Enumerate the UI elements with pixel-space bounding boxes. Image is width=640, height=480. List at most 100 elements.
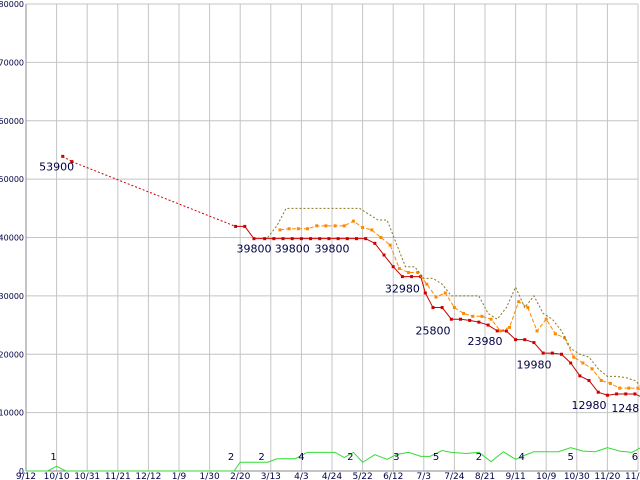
y-tick-labels: 0 10000 20000 30000 40000 50000 60000 70000 8000…	[0, 0, 24, 476]
data-point	[296, 227, 300, 231]
y-tick-label: 70000	[0, 58, 24, 67]
data-point	[410, 275, 414, 279]
count-label: 4	[298, 452, 304, 463]
data-point	[486, 323, 490, 327]
x-tick-label: 11/21	[105, 472, 131, 480]
x-tick-label: 7/3	[417, 472, 431, 480]
data-point	[416, 271, 420, 275]
series-2	[278, 219, 640, 391]
x-tick-label: 4/3	[294, 472, 308, 480]
data-point	[263, 237, 267, 241]
x-tick-label: 11/20	[594, 472, 620, 480]
x-tick-label: 5/22	[352, 472, 372, 480]
data-point	[318, 237, 322, 241]
price-label: 25800	[415, 324, 450, 337]
data-point	[281, 237, 285, 241]
data-point	[287, 227, 291, 231]
count-label: 5	[433, 452, 439, 463]
x-tick-label: 10/31	[74, 472, 100, 480]
data-point	[618, 386, 622, 390]
data-point	[440, 306, 444, 310]
series-line	[279, 220, 640, 391]
y-tick-label: 80000	[0, 0, 24, 9]
price-label: 12480	[611, 402, 640, 415]
y-tick-label: 30000	[0, 292, 24, 301]
data-point	[309, 237, 313, 241]
data-point	[272, 237, 276, 241]
data-point	[578, 374, 582, 378]
price-label: 39800	[315, 243, 350, 256]
x-tick-label: 4/24	[322, 472, 342, 480]
data-point	[489, 317, 493, 321]
x-tick-label: 6/12	[383, 472, 403, 480]
price-label: 19980	[516, 358, 551, 371]
data-point	[532, 341, 536, 345]
data-point	[553, 332, 557, 336]
data-point	[234, 224, 238, 228]
count-label: 4	[519, 452, 525, 463]
data-point	[278, 228, 282, 232]
data-point	[477, 320, 481, 324]
data-point	[324, 224, 328, 228]
data-point	[391, 265, 395, 269]
data-point	[342, 224, 346, 228]
x-tick-labels: 9/12 10/10 10/31 11/21 12/12 1/9 1/30 2/20 3/13 4…	[16, 472, 640, 480]
data-point	[633, 392, 637, 396]
data-point	[544, 317, 548, 321]
data-point	[306, 227, 310, 231]
data-point	[388, 243, 392, 247]
data-point	[535, 329, 539, 333]
y-tick-label: 40000	[0, 234, 24, 243]
count-label: 2	[258, 452, 264, 463]
data-point	[615, 392, 619, 396]
data-point	[563, 336, 567, 340]
series-4	[26, 447, 640, 472]
data-point	[462, 311, 466, 315]
x-tick-label: 1/9	[172, 472, 187, 480]
data-point	[397, 266, 401, 270]
x-tick-label: 10/10	[44, 472, 70, 480]
price-label: 53900	[39, 160, 74, 173]
data-point	[449, 317, 453, 321]
price-label: 39800	[275, 243, 310, 256]
data-point	[423, 291, 427, 295]
data-point	[596, 390, 600, 394]
x-tick-label: 10/30	[564, 472, 590, 480]
data-point	[373, 241, 377, 245]
count-label: 6	[632, 452, 638, 463]
x-tick-label: 2/20	[230, 472, 250, 480]
x-tick-label: 3/13	[261, 472, 281, 480]
data-point	[569, 361, 573, 365]
x-tick-label: 12/12	[135, 472, 161, 480]
series-line-projected	[62, 155, 73, 163]
count-label: 2	[228, 452, 234, 463]
data-point	[624, 392, 628, 396]
data-point	[627, 386, 631, 390]
data-point	[434, 295, 438, 299]
data-point	[523, 338, 527, 342]
series-line	[26, 447, 640, 472]
data-point	[382, 253, 386, 257]
data-point	[605, 393, 609, 397]
data-point	[581, 361, 585, 365]
data-point	[599, 379, 603, 383]
series-group	[26, 154, 640, 472]
data-point	[333, 224, 337, 228]
series-line	[235, 225, 640, 397]
data-point	[354, 237, 358, 241]
x-tick-label: 9/12	[16, 472, 36, 480]
price-label: 12980	[572, 399, 607, 412]
data-point	[514, 338, 518, 342]
data-point	[471, 314, 475, 318]
grid-lines	[25, 3, 639, 472]
price-label: 32980	[385, 282, 420, 295]
data-point	[243, 224, 247, 228]
data-point	[504, 329, 508, 333]
data-point	[431, 306, 435, 310]
data-point	[345, 237, 349, 241]
data-point	[572, 355, 576, 359]
price-label: 23980	[468, 335, 503, 348]
data-point	[400, 275, 404, 279]
data-point	[370, 228, 374, 232]
series-1	[61, 154, 640, 397]
